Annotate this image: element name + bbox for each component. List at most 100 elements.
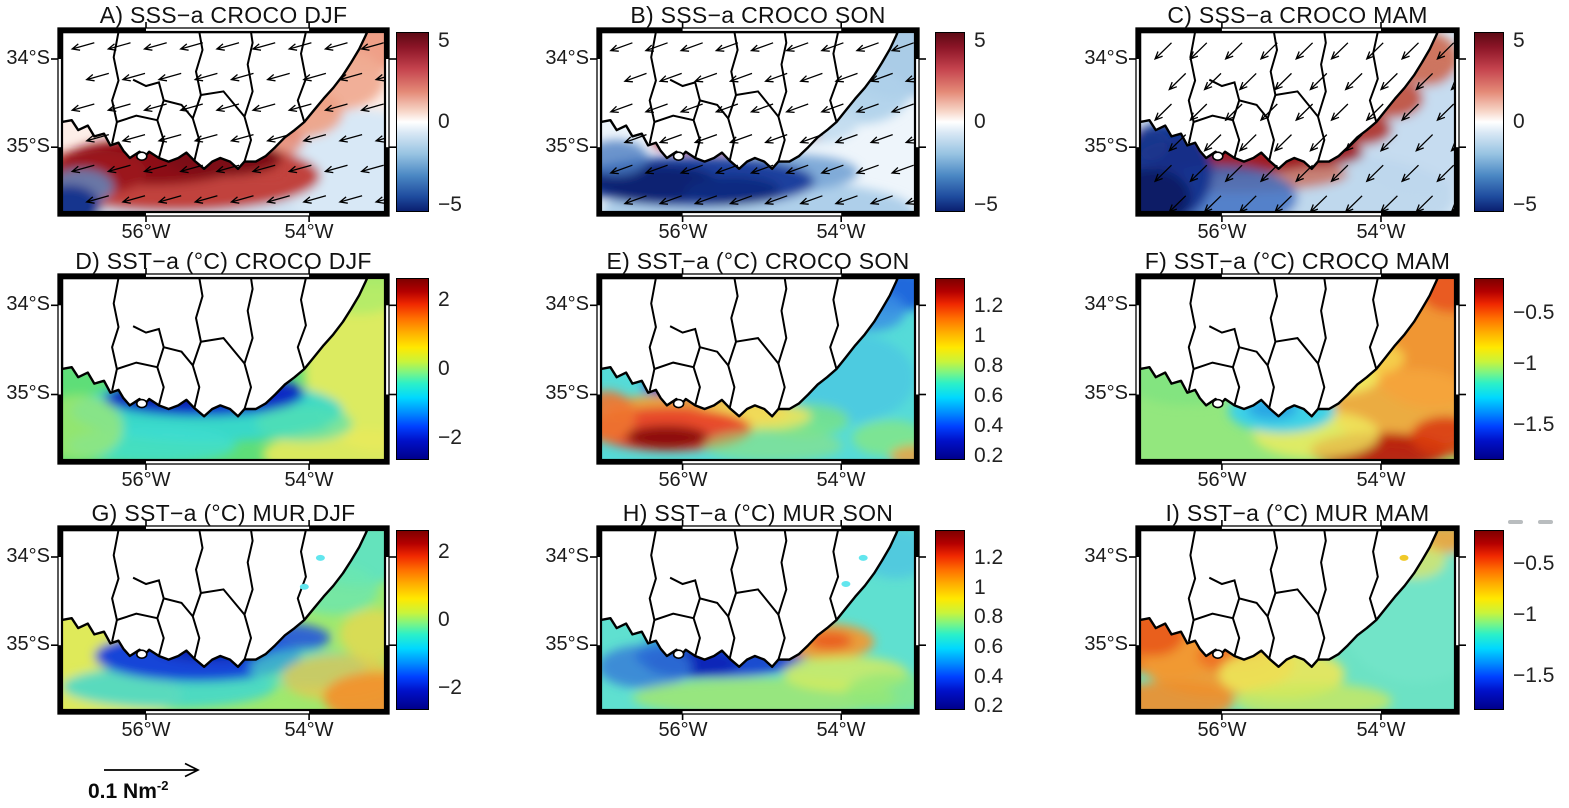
land-coastline [1140, 278, 1439, 418]
map-panel-C [1129, 22, 1466, 222]
colorbar-A [396, 32, 429, 212]
land-coastline [601, 278, 899, 418]
ytick-label: 35°S [545, 633, 589, 655]
vector-scale-exponent: -2 [156, 778, 169, 793]
map-panel-B [590, 22, 926, 222]
xtick-label: 54°W [284, 469, 334, 491]
ytick-label: 34°S [1084, 545, 1128, 567]
panel-title-B: B) SSS−a CROCO SON [630, 2, 886, 28]
xtick-label: 54°W [284, 719, 334, 741]
colorbar-tick-label: 0.4 [974, 414, 1004, 437]
colorbar-tick-label: 0 [438, 608, 450, 631]
ytick-label: 35°S [6, 633, 50, 655]
colorbar-F [1474, 278, 1504, 460]
colorbar-tick-label: −0.5 [1513, 301, 1555, 324]
ytick-label: 34°S [545, 293, 589, 315]
ytick-label: 34°S [6, 47, 50, 69]
colorbar-tick-label: 0.2 [974, 694, 1004, 717]
colorbar-tick-label: −2 [438, 676, 462, 699]
colorbar-tick-label: −1.5 [1513, 413, 1555, 436]
land-coastline [1140, 530, 1439, 668]
colorbar-tick-label: 0 [438, 110, 450, 133]
ytick-label: 34°S [6, 293, 50, 315]
land-coastline [1140, 32, 1439, 170]
map-panel-H [590, 520, 926, 720]
land-coastline [601, 530, 899, 668]
land-coastline [62, 278, 369, 418]
colorbar-tick-label: 2 [438, 288, 450, 311]
xtick-label: 56°W [1197, 221, 1247, 243]
colorbar-G [396, 530, 429, 710]
map-frame [590, 268, 926, 470]
xtick-label: 56°W [658, 719, 708, 741]
map-frame [1129, 268, 1466, 470]
colorbar-tick-label: 1 [974, 324, 986, 347]
colorbar-tick-label: −1 [1513, 603, 1537, 626]
ytick-label: 34°S [1084, 47, 1128, 69]
ytick-label: 34°S [545, 545, 589, 567]
map-panel-F [1129, 268, 1466, 470]
panel-title-I: I) SST−a (°C) MUR MAM [1165, 500, 1430, 526]
map-panel-E [590, 268, 926, 470]
xtick-label: 56°W [658, 469, 708, 491]
vector-scale-arrow-icon [104, 762, 200, 778]
wind-stress-vectors [1153, 42, 1455, 212]
map-frame [1129, 520, 1466, 720]
colorbar-tick-label: 0.2 [974, 444, 1004, 467]
xtick-label: 54°W [816, 469, 866, 491]
colorbar-tick-label: 1 [974, 576, 986, 599]
ytick-label: 35°S [545, 382, 589, 404]
land-coastline [601, 32, 899, 170]
colorbar-tick-label: 1.2 [974, 546, 1004, 569]
colorbar-tick-label: −1.5 [1513, 664, 1555, 687]
ytick-label: 35°S [1084, 633, 1128, 655]
vector-scale-label: 0.1 Nm-2 [88, 778, 169, 803]
colorbar-tick-label: 0 [438, 357, 450, 380]
artifact-dash [1538, 520, 1553, 524]
colorbar-tick-label: 0.4 [974, 665, 1004, 688]
xtick-label: 56°W [121, 469, 171, 491]
panel-title-A: A) SSS−a CROCO DJF [99, 2, 348, 28]
panel-title-H: H) SST−a (°C) MUR SON [622, 500, 894, 526]
xtick-label: 54°W [1356, 469, 1406, 491]
colorbar-tick-label: −5 [438, 193, 462, 216]
colorbar-tick-label: 0 [974, 110, 986, 133]
map-frame [590, 22, 926, 222]
colorbar-tick-label: 5 [1513, 29, 1525, 52]
colorbar-tick-label: 0.6 [974, 635, 1004, 658]
ytick-label: 34°S [1084, 293, 1128, 315]
panel-title-G: G) SST−a (°C) MUR DJF [91, 500, 356, 526]
colorbar-tick-label: 5 [974, 29, 986, 52]
xtick-label: 56°W [658, 221, 708, 243]
ytick-label: 35°S [1084, 382, 1128, 404]
xtick-label: 56°W [1197, 469, 1247, 491]
panel-title-D: D) SST−a (°C) CROCO DJF [75, 248, 372, 274]
map-panel-A [51, 22, 396, 222]
colorbar-tick-label: −5 [974, 193, 998, 216]
xtick-label: 54°W [816, 719, 866, 741]
panel-title-F: F) SST−a (°C) CROCO MAM [1144, 248, 1451, 274]
colorbar-tick-label: −2 [438, 426, 462, 449]
panel-title-C: C) SSS−a CROCO MAM [1167, 2, 1428, 28]
xtick-label: 54°W [1356, 221, 1406, 243]
map-frame [51, 268, 396, 470]
land-coastline [62, 530, 369, 668]
colorbar-B [935, 32, 965, 212]
map-panel-G [51, 520, 396, 720]
colorbar-I [1474, 530, 1504, 710]
xtick-label: 54°W [1356, 719, 1406, 741]
wind-stress-vectors [70, 42, 385, 204]
xtick-label: 56°W [121, 221, 171, 243]
ytick-label: 35°S [6, 135, 50, 157]
xtick-label: 54°W [284, 221, 334, 243]
map-frame [1129, 22, 1466, 222]
xtick-label: 56°W [121, 719, 171, 741]
colorbar-tick-label: 0.6 [974, 384, 1004, 407]
xtick-label: 54°W [816, 221, 866, 243]
ytick-label: 35°S [1084, 135, 1128, 157]
ytick-label: 35°S [6, 382, 50, 404]
map-panel-D [51, 268, 396, 470]
colorbar-tick-label: 0 [1513, 110, 1525, 133]
ytick-label: 34°S [6, 545, 50, 567]
